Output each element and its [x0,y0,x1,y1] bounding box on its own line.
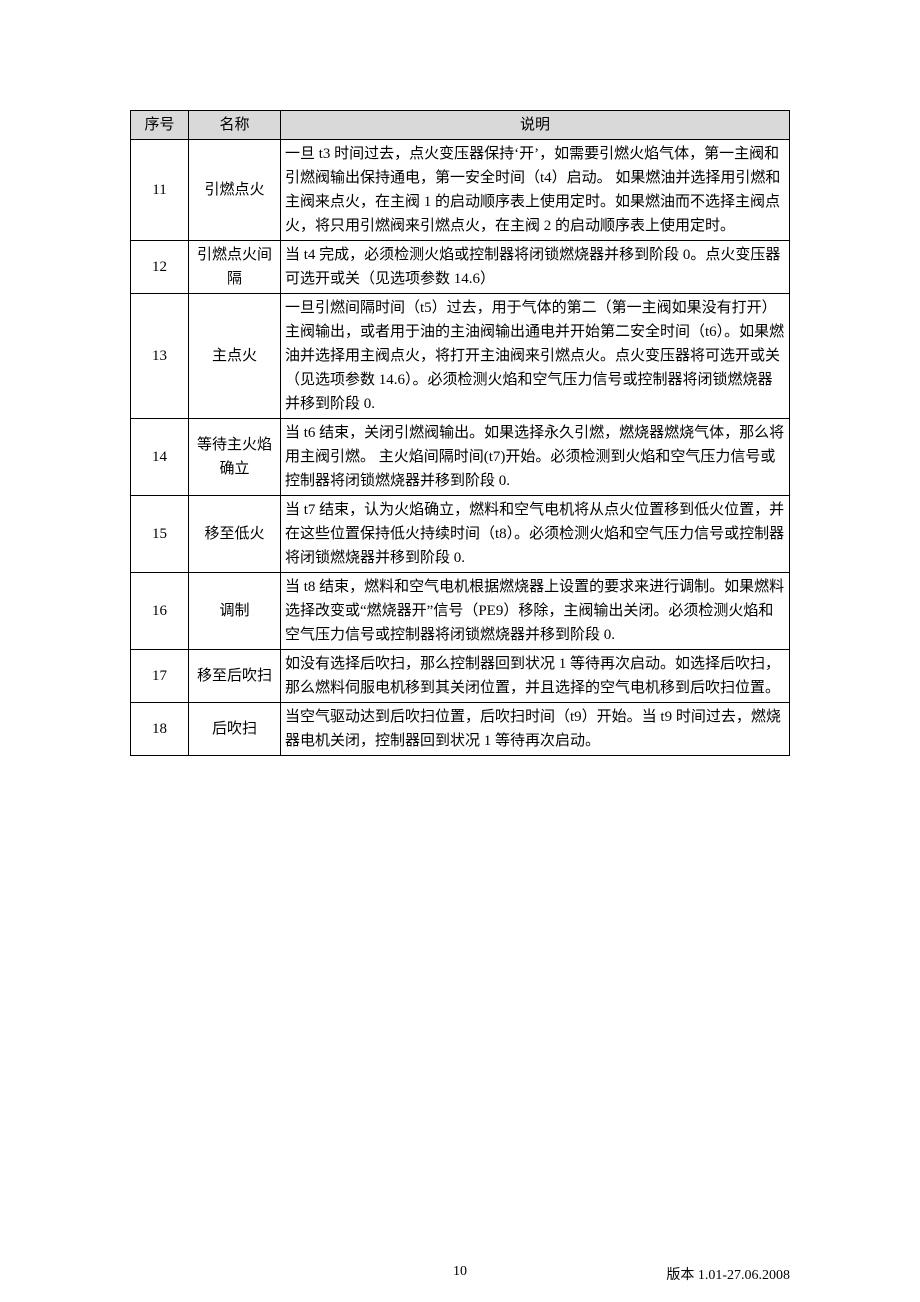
cell-seq: 11 [131,140,189,241]
cell-name: 引燃点火 [189,140,281,241]
cell-seq: 17 [131,650,189,703]
cell-seq: 16 [131,573,189,650]
cell-name: 后吹扫 [189,703,281,756]
table-row: 16 调制 当 t8 结束，燃料和空气电机根据燃烧器上设置的要求来进行调制。如果… [131,573,790,650]
cell-name: 移至后吹扫 [189,650,281,703]
cell-name: 主点火 [189,294,281,419]
cell-desc: 当 t4 完成，必须检测火焰或控制器将闭锁燃烧器并移到阶段 0。点火变压器可选开… [281,241,790,294]
phase-table: 序号 名称 说明 11 引燃点火 一旦 t3 时间过去，点火变压器保持‘开’，如… [130,110,790,756]
table-row: 11 引燃点火 一旦 t3 时间过去，点火变压器保持‘开’，如需要引燃火焰气体，… [131,140,790,241]
cell-seq: 18 [131,703,189,756]
version-label: 版本 1.01-27.06.2008 [666,1264,790,1284]
cell-name: 等待主火焰确立 [189,419,281,496]
table-row: 17 移至后吹扫 如没有选择后吹扫，那么控制器回到状况 1 等待再次启动。如选择… [131,650,790,703]
cell-desc: 当 t6 结束，关闭引燃阀输出。如果选择永久引燃，燃烧器燃烧气体，那么将用主阀引… [281,419,790,496]
cell-desc: 当空气驱动达到后吹扫位置，后吹扫时间（t9）开始。当 t9 时间过去，燃烧器电机… [281,703,790,756]
col-header-seq: 序号 [131,111,189,140]
cell-desc: 一旦 t3 时间过去，点火变压器保持‘开’，如需要引燃火焰气体，第一主阀和引燃阀… [281,140,790,241]
cell-name: 调制 [189,573,281,650]
table-row: 15 移至低火 当 t7 结束，认为火焰确立，燃料和空气电机将从点火位置移到低火… [131,496,790,573]
col-header-desc: 说明 [281,111,790,140]
cell-name: 引燃点火间隔 [189,241,281,294]
table-row: 12 引燃点火间隔 当 t4 完成，必须检测火焰或控制器将闭锁燃烧器并移到阶段 … [131,241,790,294]
cell-name: 移至低火 [189,496,281,573]
table-row: 14 等待主火焰确立 当 t6 结束，关闭引燃阀输出。如果选择永久引燃，燃烧器燃… [131,419,790,496]
document-page: 序号 名称 说明 11 引燃点火 一旦 t3 时间过去，点火变压器保持‘开’，如… [0,0,920,1302]
table-row: 13 主点火 一旦引燃间隔时间（t5）过去，用于气体的第二（第一主阀如果没有打开… [131,294,790,419]
cell-seq: 14 [131,419,189,496]
cell-desc: 一旦引燃间隔时间（t5）过去，用于气体的第二（第一主阀如果没有打开）主阀输出，或… [281,294,790,419]
cell-desc: 当 t8 结束，燃料和空气电机根据燃烧器上设置的要求来进行调制。如果燃料选择改变… [281,573,790,650]
table-header-row: 序号 名称 说明 [131,111,790,140]
cell-seq: 15 [131,496,189,573]
cell-desc: 当 t7 结束，认为火焰确立，燃料和空气电机将从点火位置移到低火位置，并在这些位… [281,496,790,573]
cell-seq: 13 [131,294,189,419]
cell-desc: 如没有选择后吹扫，那么控制器回到状况 1 等待再次启动。如选择后吹扫，那么燃料伺… [281,650,790,703]
col-header-name: 名称 [189,111,281,140]
cell-seq: 12 [131,241,189,294]
table-row: 18 后吹扫 当空气驱动达到后吹扫位置，后吹扫时间（t9）开始。当 t9 时间过… [131,703,790,756]
